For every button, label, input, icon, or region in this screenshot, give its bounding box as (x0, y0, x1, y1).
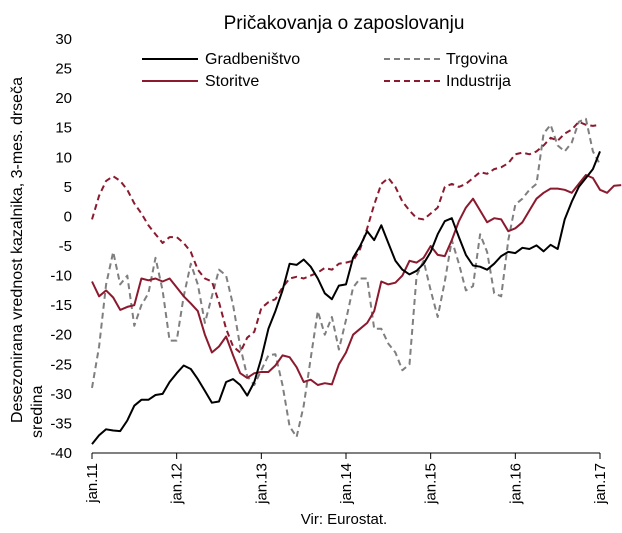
series-line-trgovina (91, 117, 601, 438)
series-line-gradbeništvo (91, 151, 601, 445)
y-axis-title-line-1: Desezonirana vrednost kazalnika, 3-mes. … (9, 77, 26, 423)
legend-label-gradbenistvo: Gradbeništvo (205, 51, 300, 68)
y-tick-label: -15 (50, 297, 72, 314)
y-tick-label: 15 (55, 120, 72, 137)
y-axis-ticks: 30 25 20 15 10 5 0 -5 -10 -15 -20 -25 -30 -35 -40 (50, 31, 72, 462)
x-axis-ticks: jan.11 jan.12 jan.13 jan.14 jan.15 jan.16 jan.… (84, 453, 609, 505)
x-tick-label: jan.13 (253, 463, 270, 505)
x-tick-label: jan.15 (423, 463, 440, 505)
x-tick-label: jan.14 (338, 463, 355, 505)
y-tick-label: -40 (50, 445, 72, 462)
chart-title: Pričakovanja o zaposlovanju (224, 13, 465, 34)
series-lines (91, 117, 622, 445)
y-tick-label: 5 (64, 179, 72, 196)
y-tick-label: 0 (64, 208, 72, 225)
y-tick-label: -25 (50, 356, 72, 373)
x-tick-label: jan.16 (507, 463, 524, 505)
source-note: Vir: Eurostat. (301, 511, 387, 528)
y-tick-label: 30 (55, 31, 72, 48)
y-tick-label: -35 (50, 415, 72, 432)
y-axis-title-line-2: sredina (29, 385, 46, 438)
y-tick-label: 25 (55, 61, 72, 78)
y-tick-label: -20 (50, 327, 72, 344)
legend: Gradbeništvo Storitve Trgovina Industrij… (142, 51, 511, 90)
series-line-industrija (91, 120, 601, 354)
y-tick-label: -10 (50, 268, 72, 285)
y-tick-label: 20 (55, 90, 72, 107)
legend-label-storitve: Storitve (205, 73, 259, 90)
y-axis-title: Desezonirana vrednost kazalnika, 3-mes. … (9, 77, 46, 438)
x-tick-label: jan.12 (169, 463, 186, 505)
series-line-storitve (91, 174, 622, 386)
legend-label-industrija: Industrija (446, 73, 511, 90)
y-tick-label: 10 (55, 149, 72, 166)
legend-label-trgovina: Trgovina (446, 51, 508, 68)
y-tick-label: -30 (50, 386, 72, 403)
y-tick-label: -5 (59, 238, 72, 255)
x-tick-label: jan.17 (592, 463, 609, 505)
x-tick-label: jan.11 (84, 463, 101, 504)
